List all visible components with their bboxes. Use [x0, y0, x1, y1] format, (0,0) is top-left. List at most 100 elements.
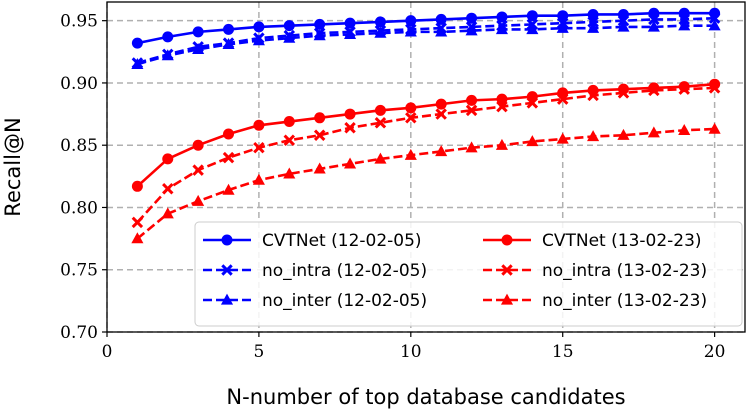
legend-entry: CVTNet (12-02-05): [203, 231, 422, 251]
data-point: [253, 21, 265, 33]
data-point: [374, 117, 387, 129]
legend-entry: no_intra (12-02-05): [203, 261, 427, 281]
series-1: [131, 12, 721, 69]
data-point: [496, 100, 508, 113]
data-point: [192, 42, 205, 54]
data-point: [253, 141, 265, 154]
data-point: [435, 13, 447, 25]
data-point: [313, 29, 326, 41]
data-point: [313, 162, 326, 174]
legend-label: CVTNet (12-02-05): [262, 231, 422, 251]
data-point: [131, 37, 143, 49]
legend-label: no_inter (13-02-23): [542, 291, 707, 311]
data-point: [162, 31, 174, 43]
legend-marker: [221, 264, 233, 276]
data-point: [252, 34, 265, 46]
data-point: [131, 180, 143, 192]
data-point: [404, 148, 417, 160]
legend-label: no_intra (13-02-23): [542, 261, 707, 281]
y-tick-label: 0.70: [60, 323, 98, 343]
legend-label: no_intra (12-02-05): [262, 261, 427, 281]
data-point: [131, 216, 144, 229]
data-point: [223, 23, 235, 35]
data-point: [374, 16, 386, 28]
x-tick-label: 20: [704, 342, 726, 362]
data-point: [465, 24, 478, 36]
data-point: [496, 11, 508, 23]
legend-marker: [500, 293, 514, 305]
data-point: [617, 128, 630, 140]
series-line: [137, 16, 715, 65]
data-point: [283, 134, 296, 146]
data-point: [223, 128, 235, 140]
data-point: [192, 26, 204, 38]
data-point: [344, 17, 356, 29]
data-point: [405, 112, 417, 124]
x-tick-label: 5: [253, 342, 264, 362]
data-point: [435, 25, 448, 37]
y-tick-label: 0.85: [60, 136, 98, 156]
legend-label: no_inter (12-02-05): [262, 291, 427, 311]
data-point: [526, 97, 539, 109]
series-5: [131, 122, 721, 244]
data-point: [253, 119, 265, 131]
data-point: [708, 82, 721, 94]
data-point: [131, 232, 144, 244]
series-line: [136, 86, 715, 224]
data-point: [283, 20, 295, 32]
data-point: [556, 93, 569, 105]
data-point: [587, 89, 599, 102]
x-tick-label: 0: [102, 342, 113, 362]
legend-entry: no_inter (13-02-23): [483, 291, 707, 311]
data-point: [435, 98, 447, 110]
data-point: [435, 108, 447, 120]
data-point: [495, 138, 509, 150]
legend-marker: [501, 234, 513, 246]
data-point: [526, 23, 539, 35]
data-point: [708, 122, 721, 134]
data-point: [344, 122, 356, 134]
y-axis-label: Recall@N: [1, 117, 25, 216]
data-point: [222, 38, 235, 50]
data-point: [314, 112, 326, 124]
data-point: [617, 87, 630, 99]
data-point: [708, 12, 721, 24]
y-tick-label: 0.80: [60, 198, 98, 218]
data-point: [708, 19, 721, 31]
plot-frame: [106, 1, 746, 333]
legend-marker: [220, 293, 234, 305]
data-point: [405, 102, 417, 114]
data-point: [162, 153, 174, 165]
data-point: [405, 15, 417, 27]
data-point: [374, 104, 386, 116]
data-point: [495, 23, 509, 35]
data-point: [556, 132, 569, 144]
data-point: [374, 152, 387, 164]
data-point: [648, 13, 660, 26]
data-point: [647, 126, 660, 138]
data-point: [192, 164, 204, 176]
axis-ticks: 0 5 10 15 20 0.70 0.75 0.80 0.85 0.90 0.95: [60, 12, 725, 362]
data-point: [222, 151, 235, 164]
data-point: [466, 12, 478, 24]
data-point: [526, 10, 538, 22]
data-point: [404, 25, 417, 37]
data-point: [283, 31, 296, 43]
data-point: [678, 123, 691, 135]
data-point: [435, 145, 448, 157]
data-point: [343, 28, 357, 40]
legend-marker: [221, 234, 233, 246]
data-point: [283, 167, 296, 179]
data-point: [313, 129, 326, 141]
data-point: [161, 49, 174, 61]
data-point: [374, 26, 387, 38]
data-point: [647, 20, 660, 32]
legend-label: CVTNet (13-02-23): [542, 231, 702, 251]
data-point: [556, 21, 569, 33]
data-point: [526, 135, 539, 147]
y-tick-label: 0.95: [60, 12, 98, 32]
data-point: [465, 141, 478, 153]
data-point: [466, 94, 478, 106]
x-tick-label: 10: [400, 342, 422, 362]
